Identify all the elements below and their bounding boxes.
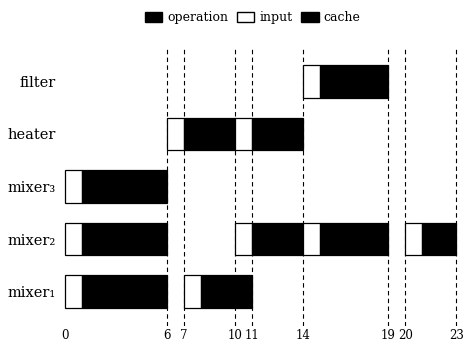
Bar [235, 223, 252, 255]
Bar [82, 170, 167, 203]
Bar [167, 118, 184, 150]
Bar [422, 223, 456, 255]
Bar [201, 275, 252, 308]
Bar [303, 223, 320, 255]
Bar [65, 170, 82, 203]
Bar [184, 275, 201, 308]
Bar [320, 65, 388, 97]
Bar [252, 118, 303, 150]
Bar [405, 223, 422, 255]
Bar [82, 275, 167, 308]
Legend: operation, input, cache: operation, input, cache [142, 9, 363, 27]
Bar [65, 275, 82, 308]
Bar [65, 223, 82, 255]
Bar [320, 223, 388, 255]
Bar [235, 118, 252, 150]
Bar [82, 223, 167, 255]
Bar [252, 223, 303, 255]
Bar [184, 118, 235, 150]
Bar [303, 65, 320, 97]
